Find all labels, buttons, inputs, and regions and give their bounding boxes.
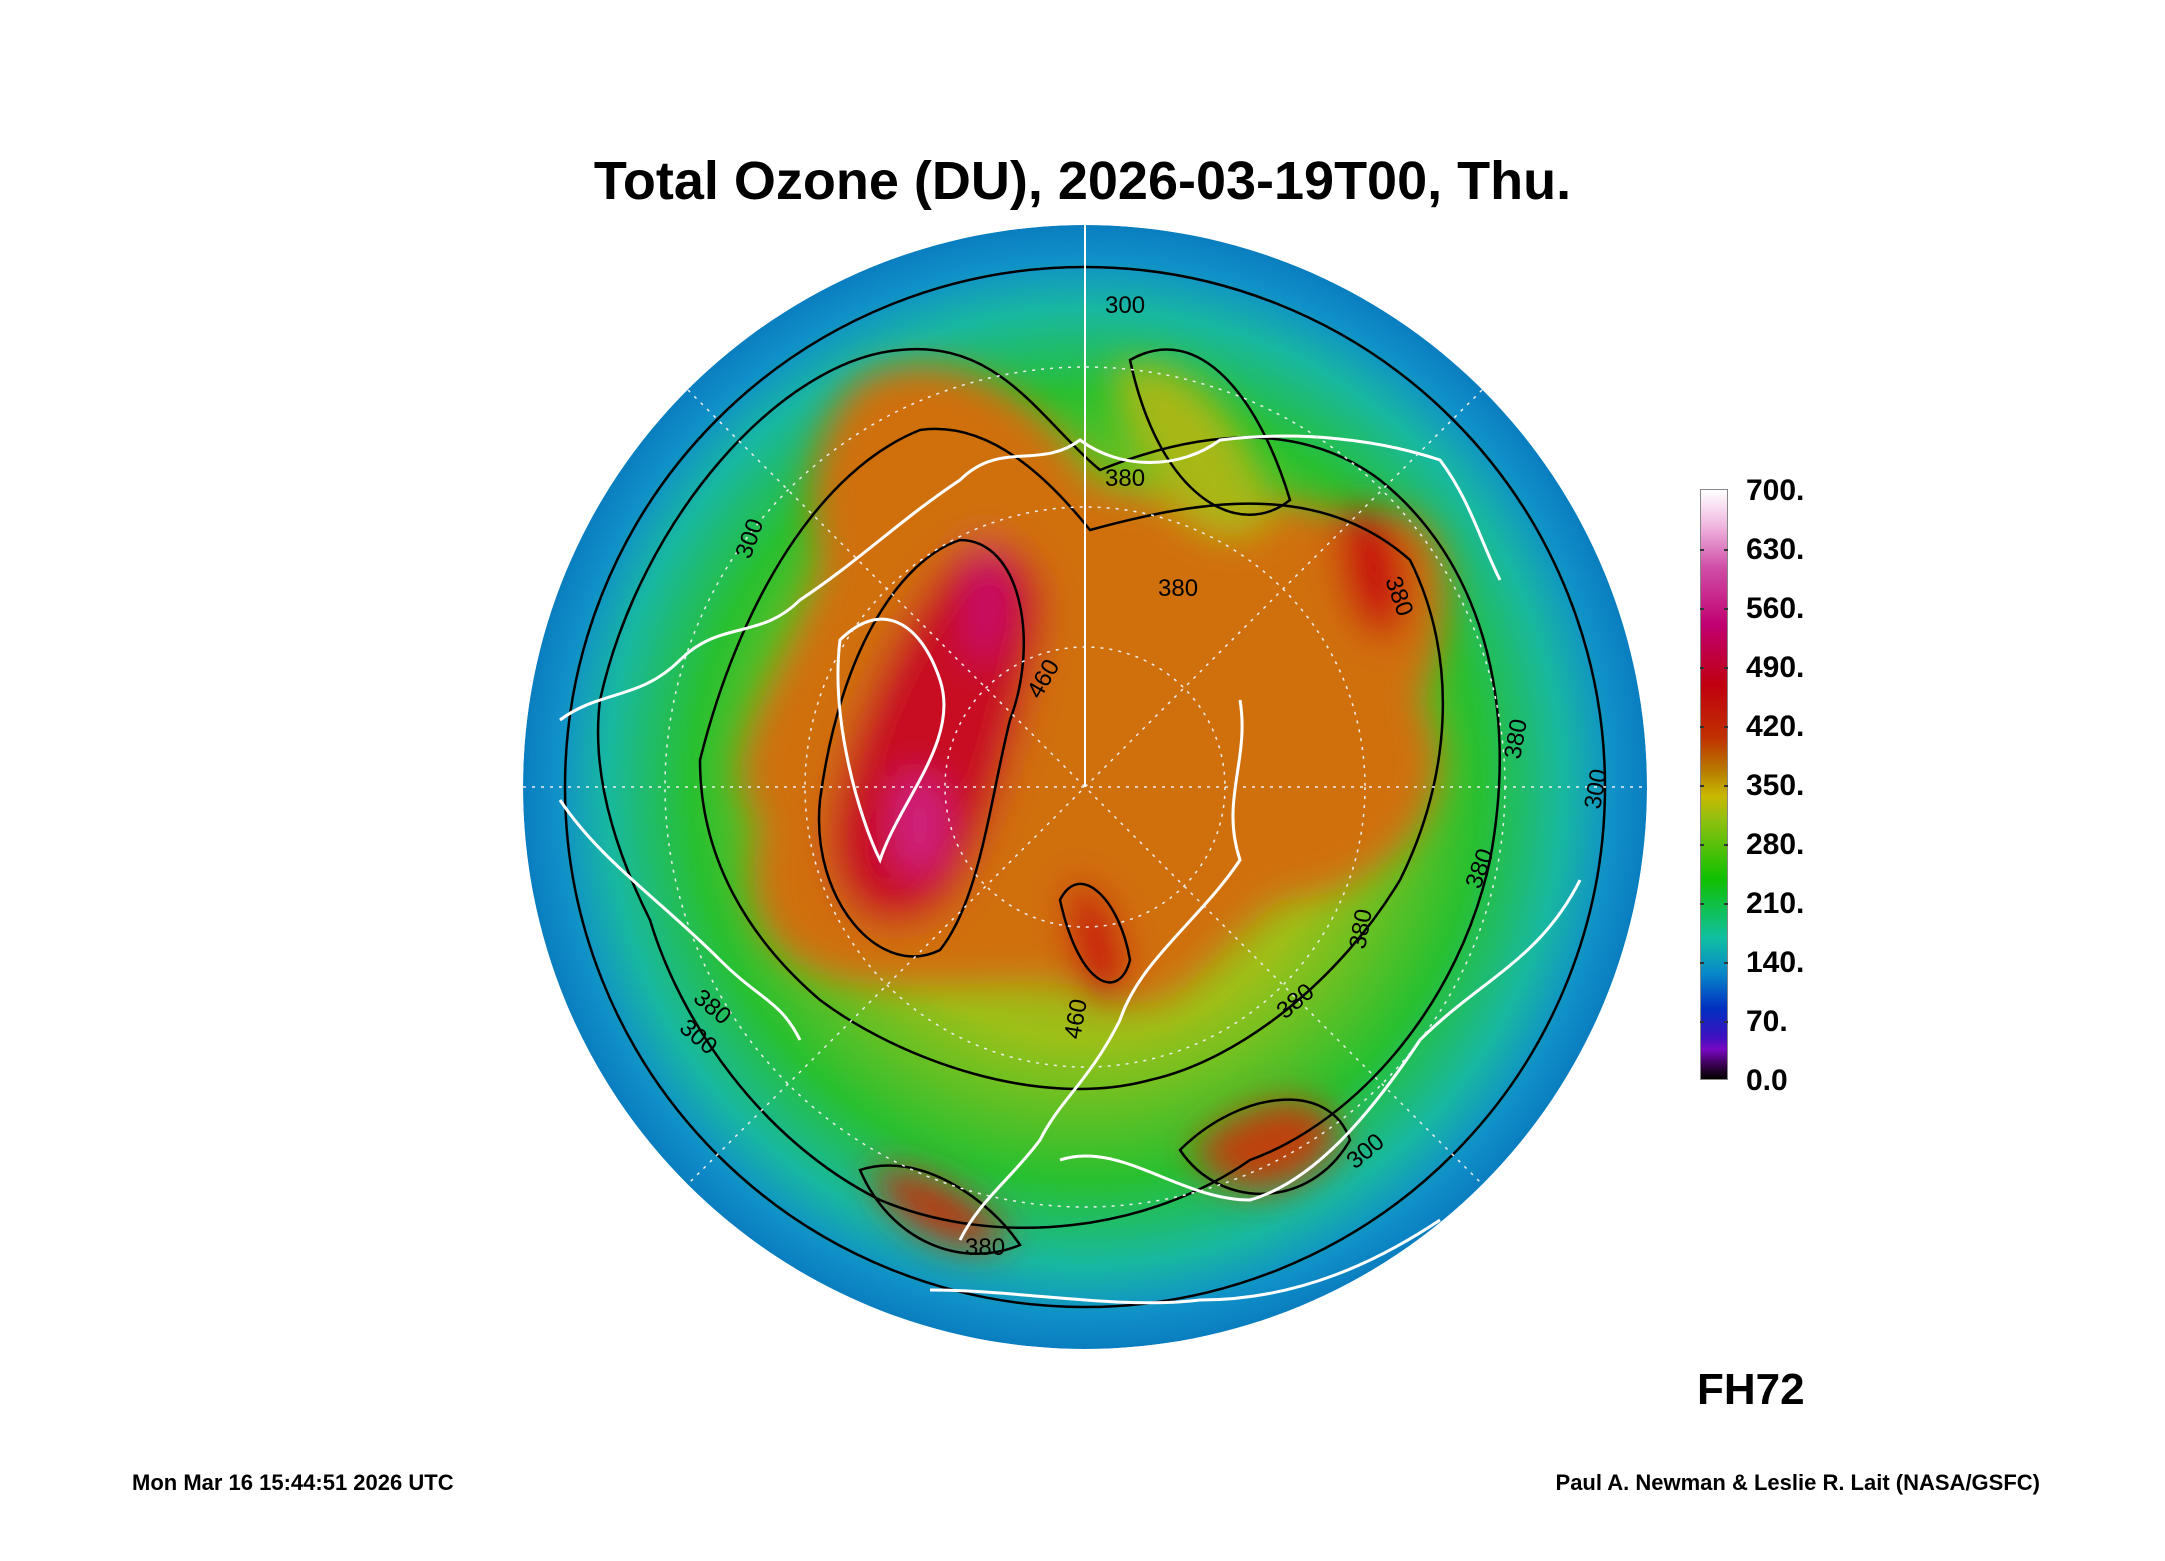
credit-text: Paul A. Newman & Leslie R. Lait (NASA/GS… <box>1555 1470 2040 1495</box>
colorbar-label: 70. <box>1746 1005 1788 1038</box>
colorbar-tick <box>1700 607 1728 610</box>
colorbar-tick <box>1700 961 1728 964</box>
colorbar-label: 420. <box>1746 710 1805 743</box>
colorbar-tick <box>1700 843 1728 846</box>
colorbar <box>1700 489 1728 1080</box>
colorbar-tick <box>1700 1020 1728 1023</box>
colorbar-label: 490. <box>1746 651 1805 684</box>
colorbar-label: 140. <box>1746 946 1805 979</box>
forecast-hour-label: FH72 <box>1697 1365 1805 1414</box>
contour-label: 380 <box>1105 465 1145 492</box>
colorbar-label: 350. <box>1746 769 1805 802</box>
colorbar-label: 210. <box>1746 887 1805 920</box>
contour-label: 380 <box>965 1234 1005 1261</box>
contour-label: 300 <box>1105 292 1145 319</box>
colorbar-tick <box>1700 666 1728 669</box>
generation-timestamp: Mon Mar 16 15:44:51 2026 UTC <box>132 1470 454 1495</box>
colorbar-tick <box>1700 902 1728 905</box>
colorbar-label: 700. <box>1746 474 1805 507</box>
colorbar-tick <box>1700 784 1728 787</box>
colorbar-tick <box>1700 725 1728 728</box>
contour-label: 380 <box>1158 575 1198 602</box>
colorbar-tick <box>1700 548 1728 551</box>
ozone-field <box>523 225 1647 1349</box>
colorbar-label: 0.0 <box>1746 1064 1788 1097</box>
colorbar-label: 280. <box>1746 828 1805 861</box>
colorbar-label: 630. <box>1746 533 1805 566</box>
colorbar-label: 560. <box>1746 592 1805 625</box>
contour-lines <box>563 265 1607 1309</box>
coastlines <box>558 434 1582 1305</box>
map-title: Total Ozone (DU), 2026-03-19T00, Thu. <box>593 151 1572 211</box>
